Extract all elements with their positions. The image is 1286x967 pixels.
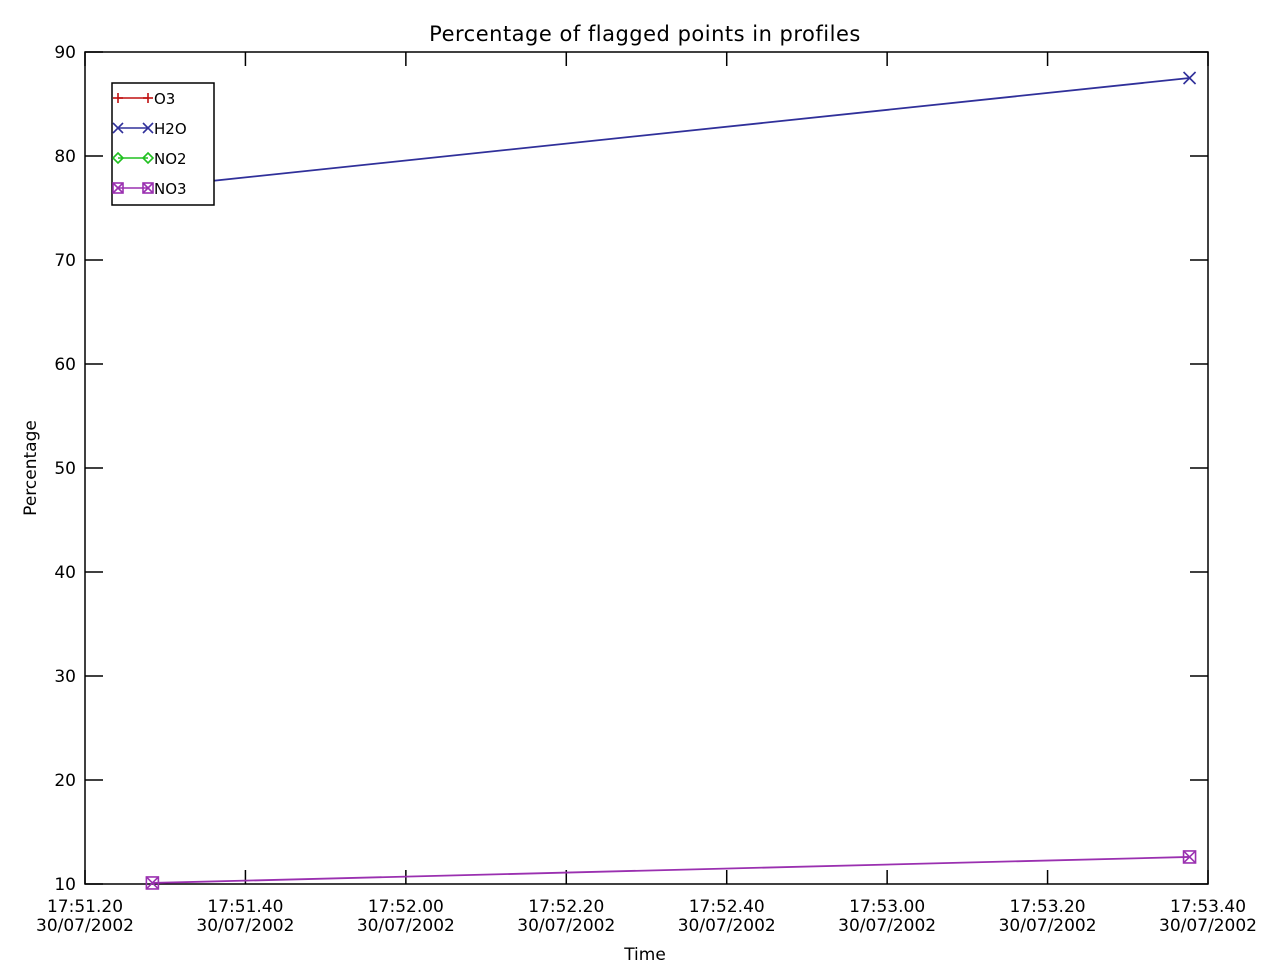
legend: O3 H2O NO2 NO3 — [111, 82, 215, 206]
marker-stroke — [111, 151, 125, 165]
data-point-h2o — [1182, 71, 1197, 85]
x-tick-label-date: 30/07/2002 — [36, 916, 134, 936]
y-tick-label: 90 — [54, 43, 76, 63]
x-tick-label-date: 30/07/2002 — [196, 916, 294, 936]
marker-stroke — [1182, 71, 1197, 85]
legend-label-o3: O3 — [154, 90, 175, 108]
legend-marker-no3 — [112, 182, 124, 194]
y-tick-label: 80 — [54, 147, 76, 167]
legend-label-no2: NO2 — [154, 150, 187, 168]
x-tick-label-date: 30/07/2002 — [357, 916, 455, 936]
legend-marker-h2o — [142, 122, 154, 134]
data-point-no3 — [145, 876, 160, 890]
marker-stroke — [112, 182, 124, 194]
legend-label-h2o: H2O — [154, 120, 187, 138]
marker-stroke — [1182, 850, 1197, 864]
marker-stroke — [1182, 850, 1197, 864]
marker-stroke — [142, 182, 154, 194]
legend-marker-h2o — [112, 122, 124, 134]
y-axis-label: Percentage — [21, 420, 41, 516]
y-tick-label: 70 — [54, 251, 76, 271]
x-tick-label-date: 30/07/2002 — [999, 916, 1097, 936]
x-tick-label-time: 17:52.40 — [689, 897, 765, 917]
x-axis: 17:51.2030/07/200217:51.4030/07/200217:5… — [36, 52, 1257, 936]
x-tick-label-time: 17:51.40 — [207, 897, 283, 917]
y-tick-label: 10 — [54, 875, 76, 895]
series-line-no3 — [152, 856, 1190, 884]
x-axis-label: Time — [623, 945, 666, 965]
legend-label-no3: NO3 — [154, 180, 187, 198]
chart-title: Percentage of flagged points in profiles — [429, 22, 861, 46]
marker-stroke — [142, 182, 154, 194]
marker-stroke — [142, 122, 154, 134]
legend-marker-o3 — [113, 93, 123, 103]
x-tick-label-date: 30/07/2002 — [517, 916, 615, 936]
marker-stroke — [141, 151, 155, 165]
y-tick-label: 20 — [54, 771, 76, 791]
legend-marker-no3 — [142, 182, 154, 194]
x-tick-label-time: 17:51.20 — [47, 897, 123, 917]
y-tick-label: 40 — [54, 563, 76, 583]
x-tick-label-time: 17:53.20 — [1010, 897, 1086, 917]
x-tick-label-date: 30/07/2002 — [678, 916, 776, 936]
data-point-no3 — [1182, 850, 1197, 864]
y-tick-label: 30 — [54, 667, 76, 687]
x-tick-label-time: 17:53.00 — [849, 897, 925, 917]
y-tick-label: 50 — [54, 459, 76, 479]
legend-marker-o3 — [143, 93, 153, 103]
series-line-h2o — [152, 77, 1190, 189]
x-tick-label-time: 17:52.20 — [528, 897, 604, 917]
x-tick-label-time: 17:53.40 — [1170, 897, 1246, 917]
x-tick-label-time: 17:52.00 — [368, 897, 444, 917]
x-tick-label-date: 30/07/2002 — [1159, 916, 1257, 936]
marker-stroke — [145, 876, 160, 890]
series-layer — [145, 71, 1197, 890]
marker-stroke — [112, 122, 124, 134]
legend-marker-no2 — [141, 151, 155, 165]
legend-marker-no2 — [111, 151, 125, 165]
y-tick-label: 60 — [54, 355, 76, 375]
marker-stroke — [112, 182, 124, 194]
marker-stroke — [145, 876, 159, 890]
x-tick-label-date: 30/07/2002 — [838, 916, 936, 936]
y-axis: 10 20 30 40 50 60 70 80 90 — [54, 43, 1208, 895]
legend-box — [111, 82, 215, 206]
